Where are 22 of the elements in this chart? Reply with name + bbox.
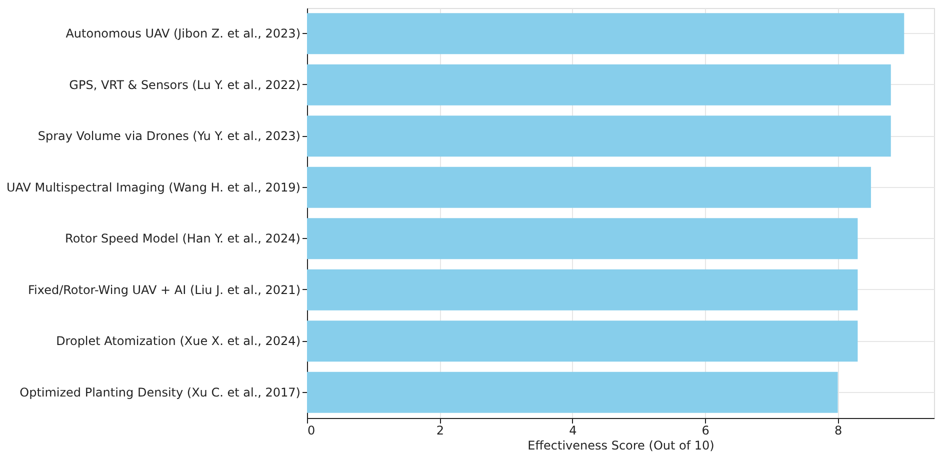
y-tick-label: GPS, VRT & Sensors (Lu Y. et al., 2022): [69, 78, 300, 92]
y-tick-label: Autonomous UAV (Jibon Z. et al., 2023): [66, 26, 300, 41]
bar: [307, 166, 871, 208]
y-tick-label: Spray Volume via Drones (Yu Y. et al., 2023): [38, 129, 300, 144]
bar: [307, 320, 858, 362]
bar: [307, 64, 891, 106]
x-tick-label: 8: [834, 424, 842, 438]
bar: [307, 218, 858, 260]
y-tick-label: UAV Multispectral Imaging (Wang H. et al., 2019): [6, 180, 300, 194]
x-tick-label: 0: [308, 424, 316, 438]
bar: [307, 116, 891, 157]
x-tick-label: 4: [569, 424, 577, 438]
x-tick-label: 2: [436, 424, 444, 438]
bar: [307, 13, 904, 54]
y-tick-label: Rotor Speed Model (Han Y. et al., 2024): [65, 232, 300, 246]
y-tick-label: Droplet Atomization (Xue X. et al., 2024): [56, 334, 300, 348]
bar: [307, 372, 838, 413]
bar: [307, 269, 858, 310]
x-axis-title: Effectiveness Score (Out of 10): [528, 438, 714, 452]
x-tick-label: 6: [702, 424, 710, 438]
y-tick-label: Optimized Planting Density (Xu C. et al., 2017): [20, 385, 300, 400]
y-tick-label: Fixed/Rotor-Wing UAV + AI (Liu J. et al., 2021): [28, 282, 300, 297]
